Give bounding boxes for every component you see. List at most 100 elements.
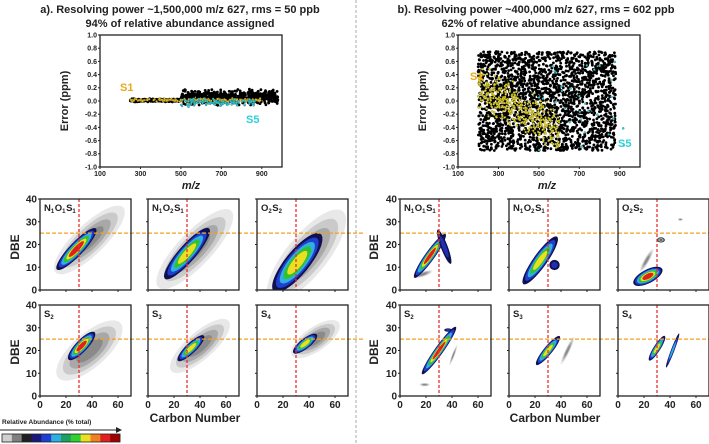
scatter-point (564, 69, 568, 73)
scatter-point (201, 101, 204, 105)
scatter-point (260, 93, 264, 97)
scatter-point (574, 146, 577, 150)
scatter-point (505, 86, 508, 89)
scatter-point (535, 52, 539, 55)
scatter-point (553, 113, 556, 116)
scatter-point (502, 67, 506, 70)
scatter-point (511, 117, 514, 121)
scatter-point (601, 59, 605, 63)
scatter-point (586, 106, 590, 110)
element-symbol: O (163, 203, 170, 214)
scatter-point (552, 73, 555, 77)
scatter-point (593, 136, 597, 139)
scatter-point (208, 95, 211, 98)
y-tick-label: 40 (26, 195, 38, 206)
abundance-contour (419, 272, 428, 276)
scatter-point (554, 137, 558, 141)
scatter-point (531, 101, 535, 105)
scatter-point (555, 82, 559, 86)
scatter-point (611, 91, 615, 95)
scatter-point (494, 51, 497, 55)
scatter-point (482, 50, 485, 54)
scatter-point (532, 129, 535, 132)
scatter-point (523, 64, 526, 68)
abundance-contour (560, 336, 575, 365)
scatter-point (535, 97, 538, 101)
scatter-point (514, 70, 518, 74)
scatter-point (595, 97, 599, 100)
element-symbol: S (535, 203, 541, 214)
abundance-contour (677, 218, 684, 221)
scatter-point (542, 77, 546, 80)
element-symbol: S (152, 309, 158, 320)
scatter-point (533, 127, 537, 130)
scatter-point (543, 121, 546, 124)
scatter-point (556, 120, 559, 123)
scatter-point (552, 120, 556, 124)
scatter-point (524, 147, 527, 151)
scatter-point (531, 138, 534, 141)
scatter-point (511, 122, 515, 126)
scatter-point (580, 97, 584, 101)
scatter-point (259, 88, 263, 92)
abundance-contour (76, 340, 87, 352)
scatter-point (612, 117, 615, 121)
abundance-contour (533, 250, 548, 271)
scatter-point (561, 131, 564, 134)
scatter-point (481, 87, 485, 91)
element-count: 1 (180, 209, 184, 215)
scatter-point (613, 141, 617, 145)
scatter-point (578, 147, 582, 151)
scatter-point (561, 148, 565, 152)
scatter-point (197, 97, 201, 101)
y-tick-label: 0.8 (87, 46, 97, 53)
scatter-point (519, 80, 522, 83)
scatter-point (257, 93, 261, 97)
scatter-point (477, 114, 481, 118)
scatter-point (558, 59, 562, 62)
scatter-point (537, 63, 541, 67)
scatter-point (252, 93, 256, 97)
abundance-contour (563, 342, 572, 359)
abundance-contour (642, 253, 651, 268)
scatter-point (572, 127, 575, 131)
scatter-point (477, 72, 480, 76)
scatter-point (479, 134, 483, 138)
scatter-point (560, 109, 564, 113)
scatter-point (533, 60, 537, 64)
scatter-point (250, 88, 254, 92)
scatter-point (248, 89, 252, 93)
y-tick-label: 20 (26, 240, 38, 251)
scatter-point (503, 129, 507, 133)
scatter-point (512, 125, 516, 129)
scatter-point (500, 86, 503, 90)
scatter-point (611, 132, 615, 136)
scatter-point (570, 73, 574, 77)
scatter-point (520, 101, 523, 104)
scatter-point (515, 103, 519, 107)
scatter-point (595, 77, 599, 81)
scatter-point (553, 123, 556, 126)
scatter-point (603, 74, 607, 78)
scatter-point (513, 88, 517, 92)
scatter-point (510, 103, 513, 107)
scatter-point (602, 70, 606, 74)
scatter-point (193, 92, 197, 96)
scatter-point (585, 117, 589, 120)
scatter-point (502, 136, 506, 139)
scatter-point (552, 56, 555, 60)
scatter-point (516, 97, 520, 100)
scatter-point (572, 113, 576, 116)
scatter-point (523, 79, 527, 83)
scatter-point (613, 111, 617, 115)
class-label: N1 O2 S1 (513, 203, 545, 215)
scatter-point (516, 75, 520, 79)
scatter-point (572, 76, 576, 80)
scatter-point (479, 96, 482, 100)
scatter-point (581, 100, 585, 104)
scatter-point (501, 123, 505, 127)
abundance-contour (419, 382, 430, 387)
scatter-point (539, 93, 543, 97)
scatter-point (190, 98, 194, 101)
